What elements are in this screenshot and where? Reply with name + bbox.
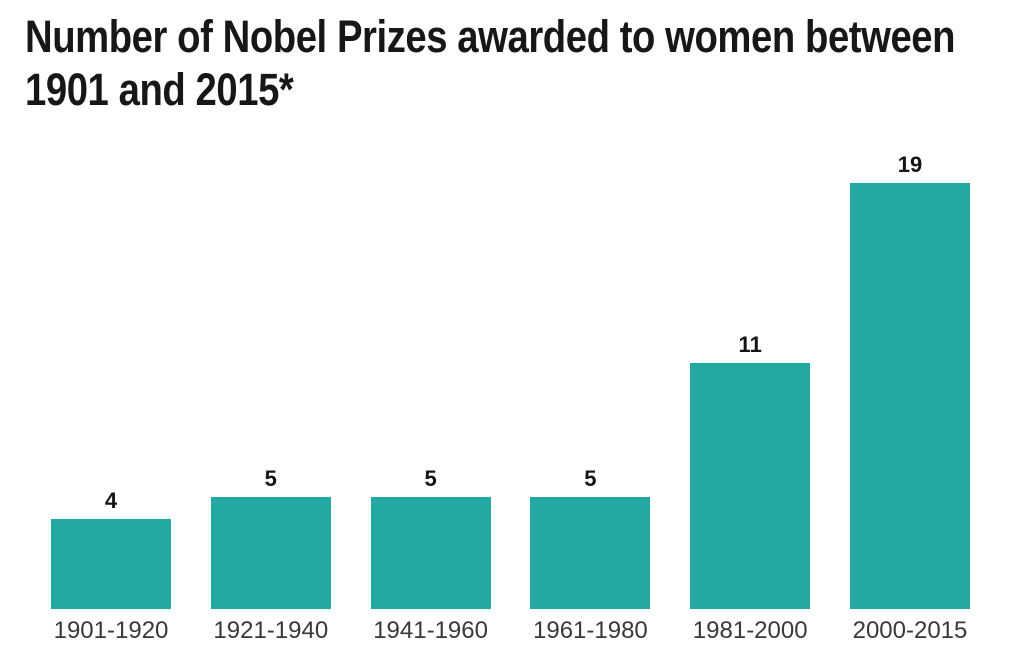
bar-category-label: 1921-1940 (213, 617, 329, 644)
bar-chart: 4 1901-1920 5 1921-1940 5 1941-1960 5 1961-1980… (51, 150, 970, 644)
bar-group: 11 1981-2000 (690, 332, 811, 644)
bar-category-label: 2000-2015 (852, 617, 968, 644)
bar (530, 497, 651, 609)
bar-value-label: 4 (104, 488, 118, 513)
bar-value-label: 5 (424, 466, 437, 491)
bar-group: 5 1921-1940 (210, 466, 331, 644)
bar-group: 5 1961-1980 (530, 466, 651, 644)
bar-value-label: 5 (264, 466, 277, 491)
bar-group: 19 2000-2015 (849, 152, 970, 644)
chart-title-line-1: Number of Nobel Prizes awarded to women … (25, 11, 956, 62)
bar-value-label: 5 (584, 466, 597, 491)
chart-title: Number of Nobel Prizes awarded to women … (25, 10, 956, 116)
bar-category-label: 1901-1920 (53, 617, 169, 644)
bar-group: 4 1901-1920 (51, 488, 171, 644)
bar-value-label: 19 (897, 152, 923, 177)
bar-category-label: 1941-1960 (373, 617, 488, 644)
chart-title-line-2: 1901 and 2015* (25, 64, 294, 115)
bar-category-label: 1961-1980 (533, 617, 648, 644)
bar-category-label: 1981-2000 (692, 617, 808, 644)
bar (51, 519, 171, 609)
bar-value-label: 11 (738, 332, 762, 357)
bar (370, 497, 491, 609)
bar (690, 363, 811, 609)
bar (849, 183, 970, 609)
bar (210, 497, 331, 609)
bar-group: 5 1941-1960 (370, 466, 491, 644)
